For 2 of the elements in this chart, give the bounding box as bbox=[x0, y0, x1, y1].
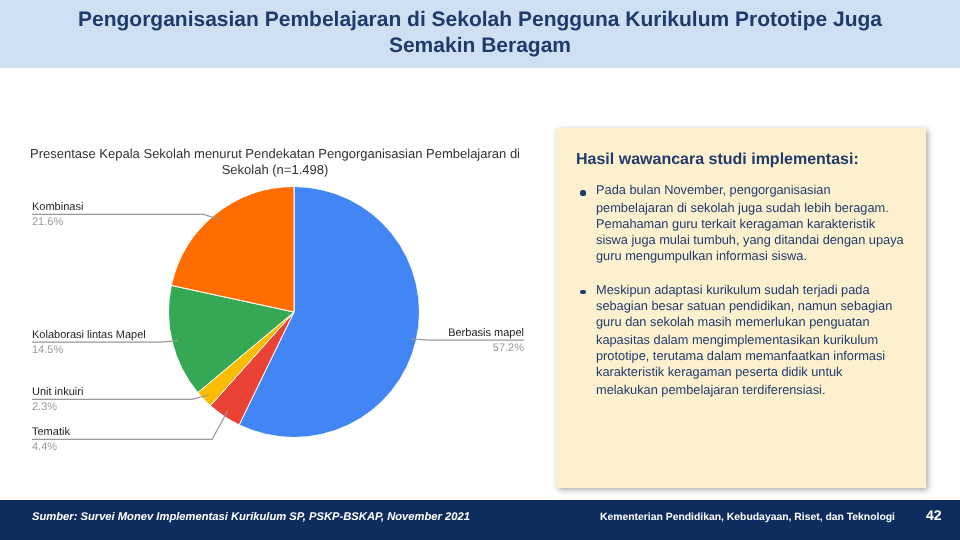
text: Hasil wawancara studi implementasi: bbox=[576, 150, 861, 169]
chart-title: Pengorganisasian Pembelajaran di Sekolah Pengguna Kurikulum Prototipe Juga Semakin Beragam bbox=[0, 0, 960, 68]
